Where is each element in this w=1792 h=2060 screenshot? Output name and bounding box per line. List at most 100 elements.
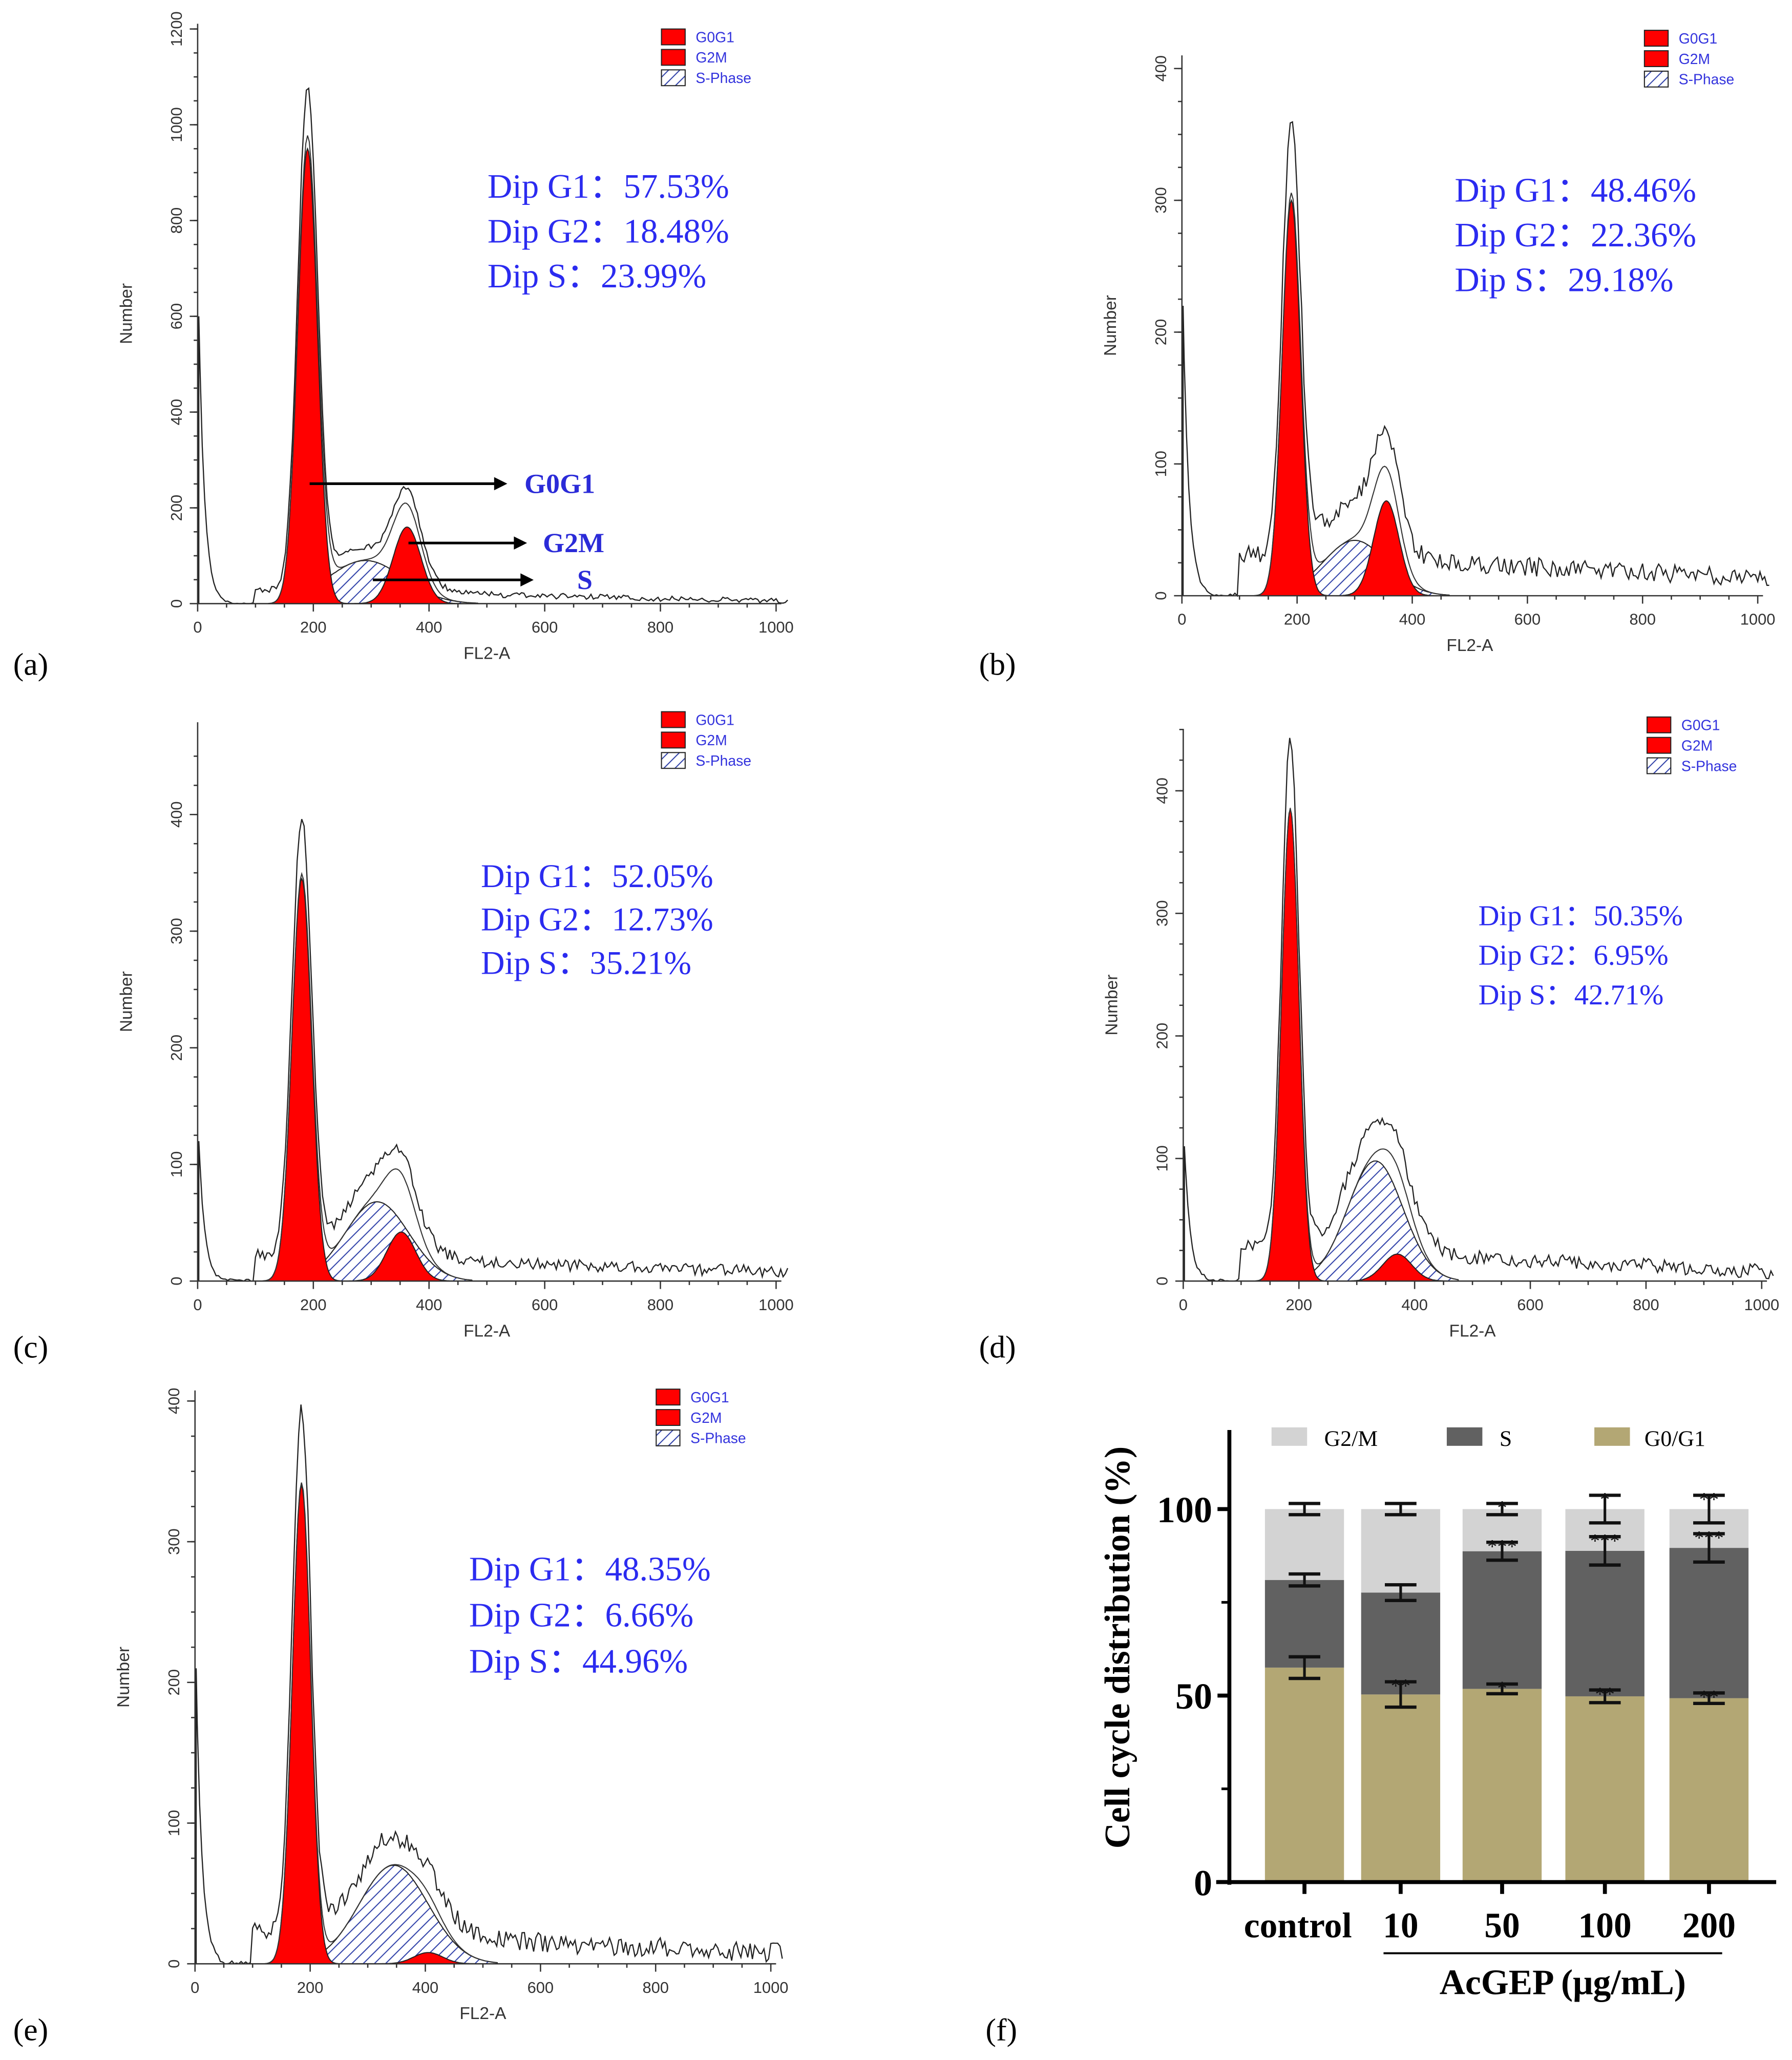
significance-marker: ** (1595, 1684, 1615, 1705)
significance-marker: ** (1699, 1489, 1719, 1510)
phase-percentage-stat: Dip G1：48.35% (469, 1550, 711, 1588)
histogram-trace (198, 818, 789, 1282)
bar-segment-s (1669, 1548, 1749, 1698)
x-tick-label: 1000 (753, 1979, 789, 1996)
x-tick-label: 100 (1578, 1906, 1632, 1946)
legend-label: S-Phase (695, 752, 751, 769)
g0g1-peak (262, 877, 342, 1282)
y-axis-title: Number (114, 1647, 133, 1708)
phase-percentage-stat: Dip G1：52.05% (481, 858, 713, 894)
bar-segment-s (1361, 1592, 1441, 1695)
x-tick-label: 1000 (758, 1296, 794, 1314)
g0g1-peak (267, 147, 348, 604)
fit-curve (272, 135, 478, 604)
panel-label: (b) (979, 647, 1016, 682)
y-axis-title: Number (1101, 295, 1120, 356)
x-tick-label: 800 (1633, 1296, 1659, 1314)
bar-segment-s (1565, 1550, 1645, 1696)
y-tick-label: 300 (1153, 900, 1171, 927)
x-tick-label: 200 (1286, 1296, 1312, 1314)
y-tick-label: 0 (1152, 592, 1170, 600)
x-tick-label: 200 (300, 618, 326, 636)
panel-label: (e) (13, 2012, 49, 2047)
arrow-head-icon (520, 573, 534, 587)
legend-swatch-hatched (661, 69, 686, 87)
fit-curve (266, 872, 472, 1281)
y-axis-title: Number (117, 971, 136, 1032)
annotation-label: G0G1 (524, 468, 595, 499)
histogram-panel-d: 0 200 400 600 800 1000 0 100 200 300 400 FL2-A Numbe… (979, 716, 1779, 1364)
g2m-peak (351, 526, 463, 604)
x-tick-label: 600 (1514, 611, 1541, 628)
phase-percentage-stat: Dip G1：48.46% (1454, 172, 1696, 209)
panel-label: (d) (979, 1330, 1016, 1364)
legend-label: S (1500, 1426, 1512, 1451)
phase-percentage-stat: Dip S：42.71% (1479, 979, 1664, 1011)
legend-swatch-red (656, 1389, 681, 1406)
significance-marker: *** (1694, 1527, 1724, 1549)
legend-label: S-Phase (1679, 71, 1735, 88)
y-tick-label: 0 (167, 1277, 185, 1286)
legend-label: G2M (1679, 51, 1710, 67)
bar-segment-g0g1 (1669, 1698, 1749, 1882)
phase-percentage-stat: Dip S：44.96% (469, 1642, 688, 1680)
legend-label: G0G1 (1679, 30, 1717, 47)
legend-label: G2/M (1324, 1426, 1378, 1451)
y-tick-label: 200 (1153, 1023, 1171, 1049)
fit-curve (1255, 808, 1459, 1281)
phase-percentage-stat: Dip S：35.21% (481, 945, 691, 981)
significance-marker: *** (1590, 1530, 1620, 1552)
x-axis-title: FL2-A (463, 644, 511, 663)
legend-swatch-red (661, 28, 686, 46)
x-tick-label: 0 (193, 1296, 202, 1314)
x-tick-label: 0 (191, 1979, 199, 1996)
y-tick-label: 50 (1175, 1676, 1212, 1717)
x-tick-label: 400 (412, 1979, 438, 1996)
x-tick-label: 200 (300, 1296, 326, 1314)
histogram-trace (198, 87, 788, 604)
y-tick-label: 200 (1152, 319, 1170, 346)
y-tick-label: 0 (1194, 1862, 1212, 1903)
legend-label: G2M (695, 732, 727, 748)
x-tick-label: 600 (532, 618, 558, 636)
x-axis-title: FL2-A (1449, 1321, 1496, 1340)
significance-marker: * (1497, 1678, 1507, 1699)
arrow-head-icon (514, 536, 528, 550)
g2m-peak (1335, 500, 1437, 597)
y-tick-label: 100 (1153, 1145, 1171, 1172)
y-tick-label: 200 (167, 495, 185, 521)
significance-marker: * (1497, 1497, 1507, 1519)
histogram-panel-a: 0 200 400 600 800 1000 0 200 400 600 800 1000 1200 FL… (13, 11, 794, 682)
fit-curve (1256, 193, 1449, 596)
legend-swatch-red (661, 731, 686, 749)
x-tick-label: 600 (532, 1296, 558, 1314)
legend-label: G2M (1681, 737, 1713, 753)
bar-segment-s (1462, 1551, 1542, 1689)
bar-segment-g0g1 (1565, 1696, 1645, 1882)
legend-label: G0G1 (1681, 717, 1720, 733)
legend-label: S-Phase (690, 1430, 746, 1446)
significance-marker: ** (1699, 1687, 1719, 1708)
phase-percentage-stat: Dip G1：57.53% (488, 167, 729, 205)
x-tick-label: 200 (297, 1979, 323, 1996)
legend-label: S-Phase (695, 70, 751, 86)
legend-swatch-hatched (1646, 757, 1672, 774)
x-axis-title: FL2-A (459, 2004, 507, 2023)
x-tick-label: 10 (1383, 1906, 1418, 1946)
legend-swatch (1446, 1427, 1483, 1446)
legend-label: G0/G1 (1645, 1426, 1705, 1451)
bar-segment-g0g1 (1462, 1689, 1542, 1882)
y-axis-title: Cell cycle distribution (%) (1098, 1446, 1137, 1848)
legend-swatch-red (1646, 737, 1672, 754)
phase-percentage-stat: Dip G2：6.66% (469, 1596, 693, 1634)
legend-swatch-hatched (1643, 70, 1669, 88)
legend-label: G0G1 (690, 1389, 729, 1405)
y-tick-label: 200 (165, 1669, 183, 1696)
histogram-panel-c: 0 200 400 600 800 1000 0 100 200 300 400 FL2-A Numbe… (13, 711, 794, 1364)
histogram-panel-b: 0 200 400 600 800 1000 0 100 200 300 400 FL2-A Numbe… (979, 30, 1775, 682)
arrow-head-icon (494, 477, 508, 491)
x-tick-label: 0 (1179, 1296, 1188, 1314)
x-tick-label: 600 (528, 1979, 554, 1996)
annotation-label: S (577, 564, 593, 595)
